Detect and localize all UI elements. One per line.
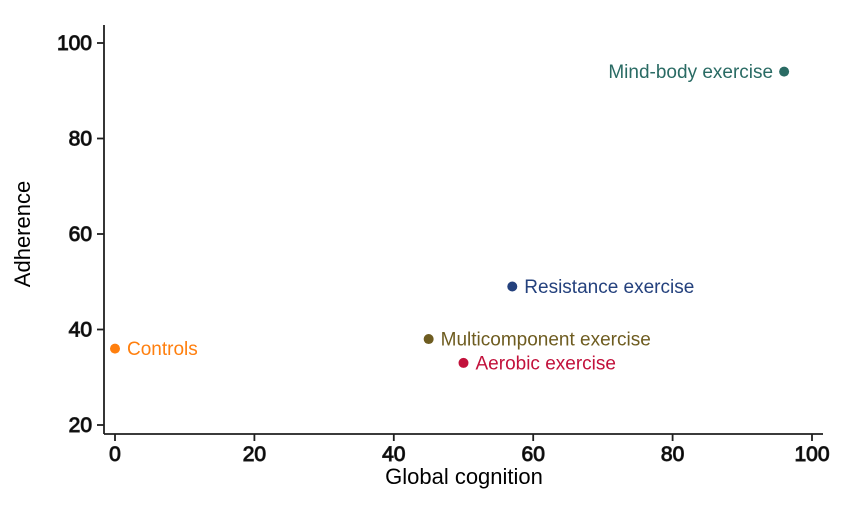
data-point-multicomponent-exercise [423, 334, 434, 345]
point-label-controls: Controls [127, 339, 198, 360]
x-axis-tick-label: 0 [109, 443, 121, 466]
y-axis-tick-label: 80 [69, 128, 92, 151]
point-label-resistance-exercise: Resistance exercise [524, 277, 694, 298]
x-axis-title: Global cognition [385, 464, 543, 489]
point-label-mind-body-exercise: Mind-body exercise [608, 62, 773, 83]
x-axis-tick-label: 100 [794, 443, 829, 466]
y-axis-title: Adherence [10, 181, 35, 287]
x-axis-tick-label: 80 [661, 443, 684, 466]
data-point-resistance-exercise [507, 281, 518, 292]
x-axis-tick-label: 20 [243, 443, 266, 466]
axes-layer: 0 20 40 60 80 100 20 40 60 80 100 [56, 25, 830, 467]
data-point-mind-body-exercise [779, 66, 790, 77]
x-axis-tick-label: 60 [522, 443, 545, 466]
y-axis-tick-label: 20 [69, 414, 92, 437]
point-label-multicomponent-exercise: Multicomponent exercise [441, 330, 651, 351]
y-axis-tick-label: 40 [69, 319, 92, 342]
x-axis-tick-label: 40 [382, 443, 405, 466]
y-axis-tick-label: 100 [57, 32, 92, 55]
point-label-aerobic-exercise: Aerobic exercise [476, 353, 616, 374]
data-point-controls [110, 343, 120, 354]
y-axis-tick-label: 60 [69, 223, 92, 246]
data-point-aerobic-exercise [458, 357, 469, 368]
